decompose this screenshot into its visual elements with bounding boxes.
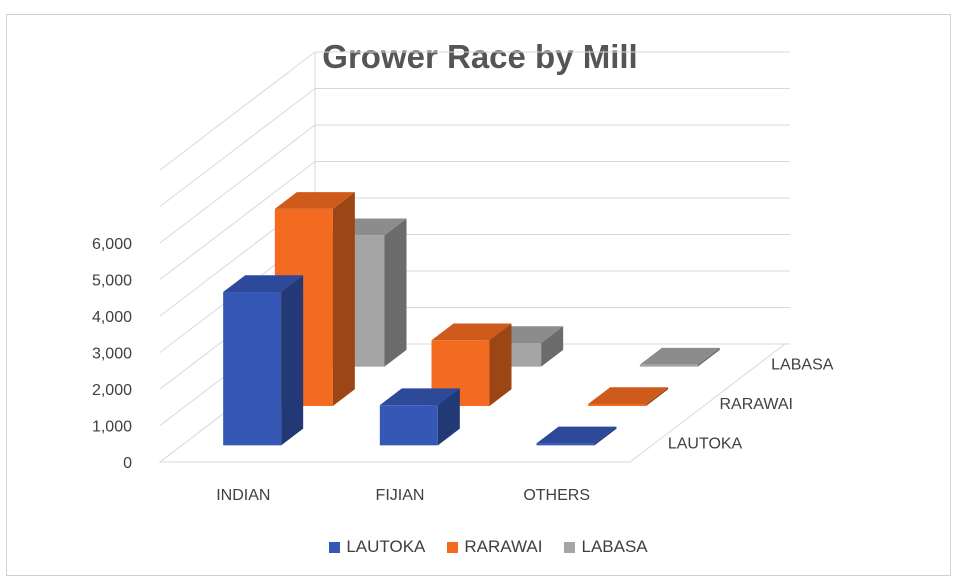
bar-front-face	[639, 364, 698, 367]
y-tick-label: 0	[123, 455, 132, 472]
bar-lautoka-fijian	[379, 388, 460, 446]
legend-label: LAUTOKA	[346, 537, 426, 556]
category-label: OTHERS	[523, 487, 590, 504]
bar-labasa-others	[639, 347, 720, 367]
bar-front-face	[588, 404, 647, 406]
bar-top-face	[588, 387, 669, 404]
legend-item-lautoka: LAUTOKA	[329, 537, 425, 557]
depth-axis-label: LAUTOKA	[668, 435, 743, 452]
x-axis-categories: INDIAN FIJIAN OTHERS	[216, 487, 590, 504]
bar-top-face	[274, 192, 355, 209]
y-tick-label: 2,000	[92, 382, 132, 399]
legend-item-labasa: LABASA	[564, 537, 648, 557]
bar-front-face	[379, 405, 438, 446]
legend-label: LABASA	[581, 537, 648, 556]
bar-top-face	[639, 347, 720, 365]
legend-swatch	[447, 541, 459, 553]
bar-lautoka-others	[536, 426, 617, 446]
bar-top-face	[536, 426, 617, 444]
y-tick-label: 3,000	[92, 346, 132, 363]
legend-item-rarawai: RARAWAI	[447, 537, 542, 557]
legend: LAUTOKA RARAWAI LABASA	[10, 537, 957, 557]
bar-front-face	[536, 443, 595, 446]
bar-side-face	[437, 388, 460, 446]
gridline-side	[159, 51, 316, 171]
chart-title: Grower Race by Mill	[322, 38, 638, 75]
y-tick-label: 6,000	[92, 236, 132, 253]
depth-axis-label: LABASA	[771, 357, 834, 374]
category-label: INDIAN	[216, 487, 270, 504]
legend-label: RARAWAI	[464, 537, 543, 556]
y-tick-label: 1,000	[92, 419, 132, 436]
bar-side-face	[541, 326, 564, 367]
legend-swatch	[564, 541, 576, 553]
bar-rarawai-others	[588, 387, 669, 406]
bar-side-face	[697, 347, 720, 367]
category-label: FIJIAN	[376, 487, 425, 504]
chart-frame	[6, 14, 951, 576]
y-axis-ticks: 0 1,000 2,000 3,000 4,000 5,000 6,000	[92, 236, 132, 472]
bar-side-face	[646, 387, 669, 406]
bar-top-face	[223, 275, 304, 293]
bar-rarawai-fijian	[431, 323, 512, 406]
legend-swatch	[329, 541, 341, 553]
bar-top-face	[379, 388, 460, 406]
y-tick-label: 4,000	[92, 309, 132, 326]
gridline-side	[159, 88, 316, 207]
bar-side-face	[489, 323, 512, 406]
bar-lautoka-indian	[223, 275, 304, 446]
gridline-side	[159, 124, 316, 244]
depth-axis-labels: LAUTOKA RARAWAI LABASA	[668, 357, 834, 453]
bars	[223, 192, 720, 446]
bar-side-face	[281, 275, 304, 446]
bar-side-face	[332, 192, 355, 406]
bar-top-face	[431, 323, 512, 341]
bar-side-face	[384, 218, 407, 367]
depth-axis-label: RARAWAI	[720, 396, 793, 413]
bar-side-face	[594, 426, 617, 446]
y-tick-label: 5,000	[92, 273, 132, 290]
bar-front-face	[223, 292, 282, 446]
gridline-side	[159, 161, 316, 280]
